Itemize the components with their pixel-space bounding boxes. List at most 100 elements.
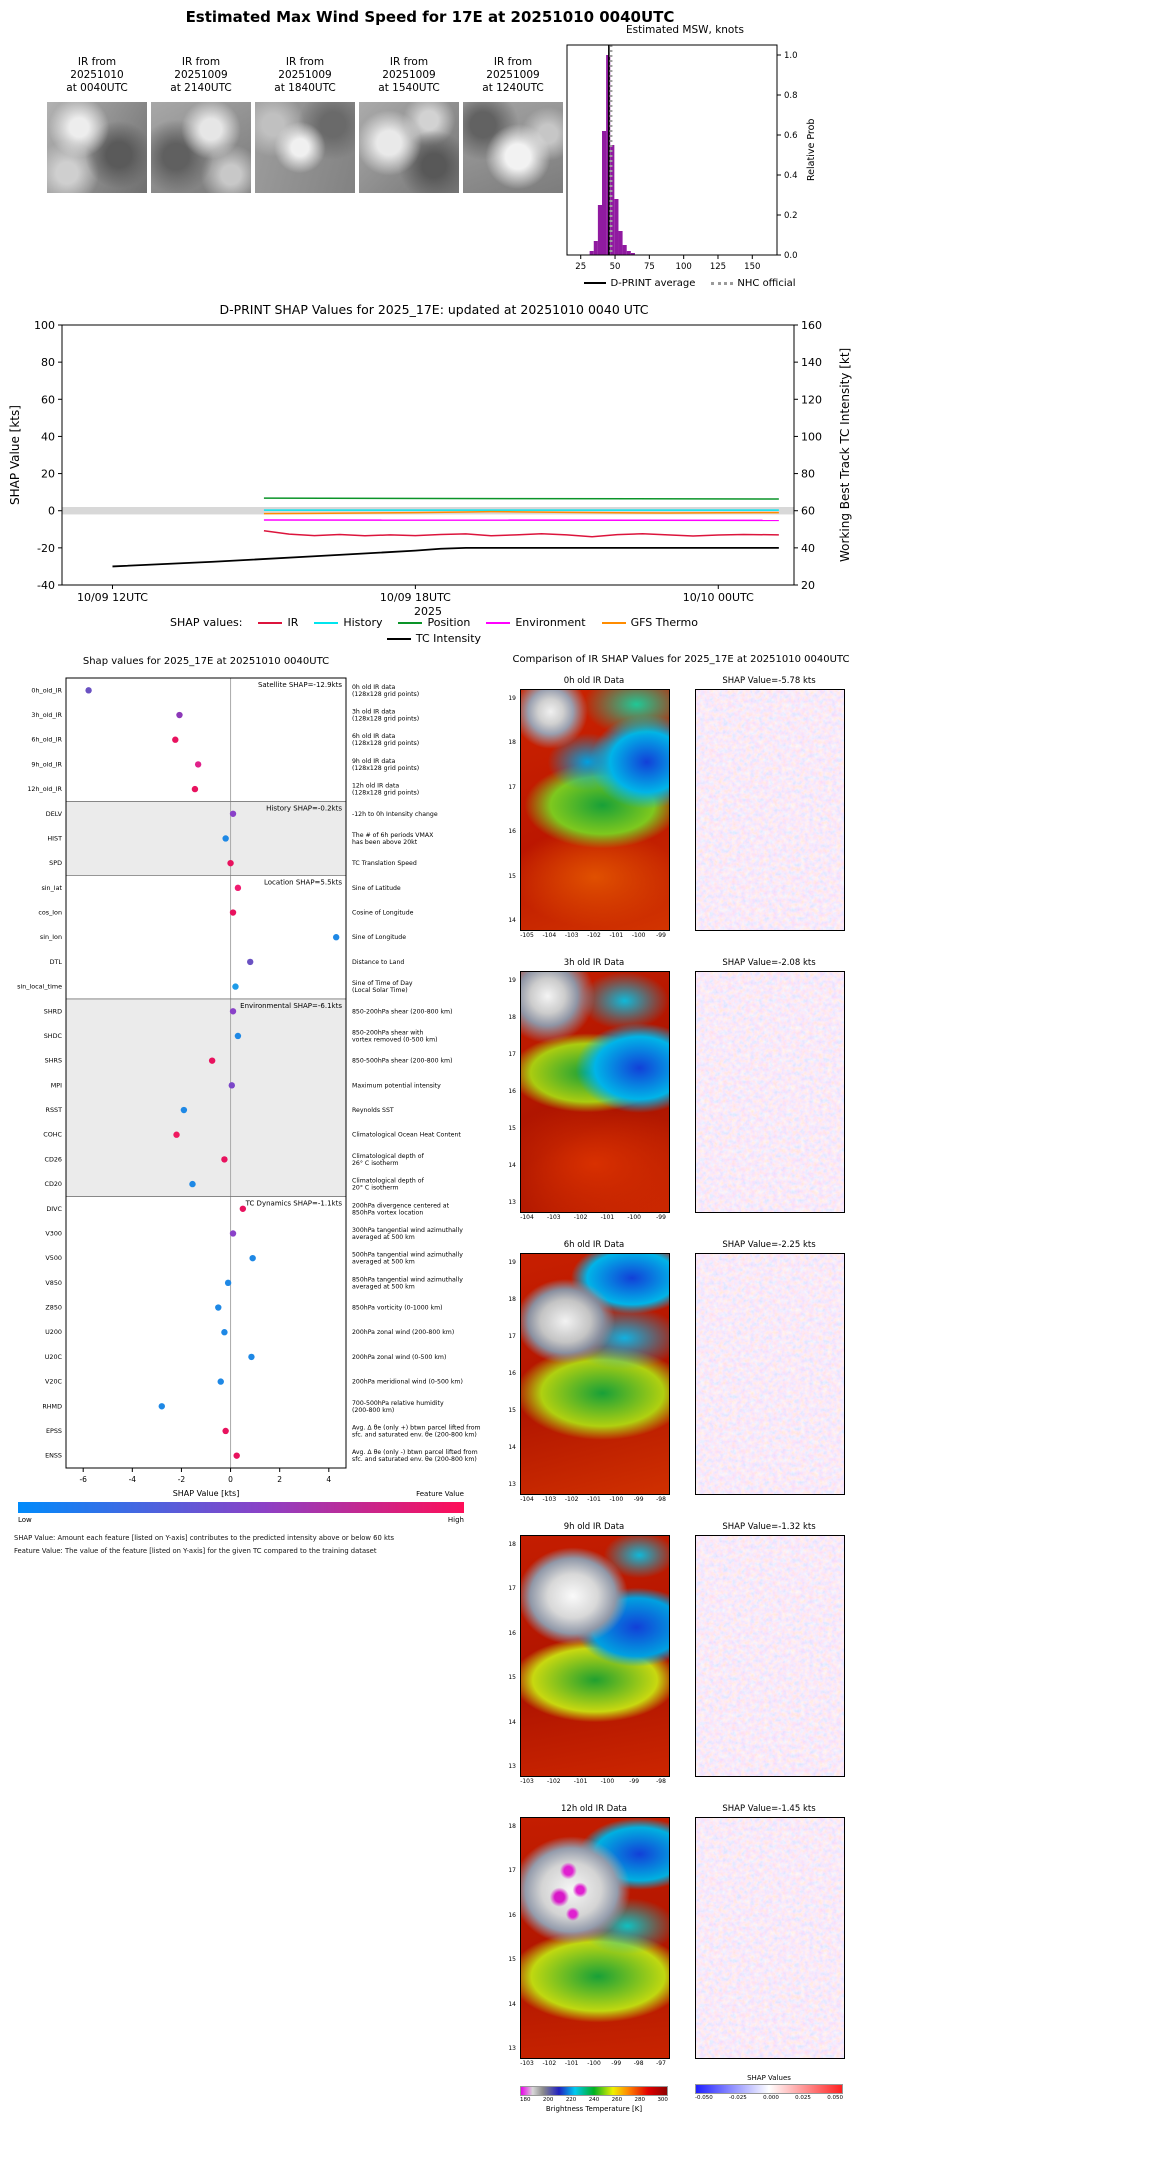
- feature-description: Climatological depth of: [352, 1153, 425, 1160]
- shap-noise-texture: [696, 1818, 844, 2058]
- shap-dot: [191, 785, 199, 793]
- feature-label: DTL: [50, 958, 63, 966]
- lat-tick-label: 16: [508, 1911, 516, 1919]
- shap-dot: [221, 1329, 228, 1336]
- shap-dot: [173, 1131, 180, 1138]
- group-shap-label: History SHAP=-0.2kts: [266, 804, 342, 812]
- colorbar-tick-label: -0.050: [695, 2095, 713, 2101]
- shap-dot: [215, 1304, 222, 1311]
- feature-description: 26° C isotherm: [352, 1159, 399, 1167]
- shap-dot: [158, 1403, 165, 1410]
- line-swatch: [386, 638, 411, 640]
- y-tick-label: 0.6: [784, 131, 798, 141]
- lat-tick-label: 17: [508, 1585, 516, 1593]
- shap-dot: [229, 909, 237, 916]
- shap-noise-texture: [696, 972, 844, 1212]
- lat-tick-label: 15: [508, 1674, 516, 1682]
- shap-noise-texture: [696, 1536, 844, 1776]
- left-y-tick-label: -40: [37, 579, 55, 592]
- shap-dot: [222, 835, 229, 842]
- left-y-tick-label: 0: [48, 505, 55, 518]
- ir-map-image: [520, 1535, 670, 1777]
- lon-tick-label: -102: [564, 1496, 579, 1503]
- x-tick-label: 150: [744, 262, 760, 272]
- feature-label: RHMD: [42, 1402, 62, 1410]
- right-y-tick-label: 120: [801, 393, 822, 406]
- feature-label: sin_lat: [41, 884, 62, 892]
- ir-thumbnail: IR from 20251009 at 1240UTC: [462, 56, 564, 193]
- lon-tick-label: -104: [520, 1214, 534, 1221]
- feature-description: Distance to Land: [352, 959, 404, 966]
- x-tick-label: 10/09 12UTC: [77, 591, 148, 604]
- feature-label: 9h_old_IR: [31, 760, 62, 768]
- feature-description: (200-800 km): [352, 1407, 394, 1414]
- right-y-tick-label: 60: [801, 505, 815, 518]
- lat-tick-label: 17: [508, 1867, 516, 1875]
- lon-tick-label: -101: [600, 1214, 615, 1221]
- x-tick-label: 2: [277, 1475, 282, 1484]
- colorbar-tick-label: 0.000: [763, 2095, 779, 2101]
- feature-description: TC Translation Speed: [351, 860, 417, 867]
- x-tick-label: 100: [676, 262, 692, 272]
- timeseries-left-ylabel: SHAP Value [kts]: [8, 405, 22, 505]
- feature-label: CD26: [44, 1155, 62, 1163]
- lat-tick-label: 14: [508, 1718, 516, 1726]
- left-y-tick-label: 100: [34, 319, 55, 332]
- shap-noise-texture: [696, 690, 844, 930]
- label-line: at 2140UTC: [170, 82, 232, 94]
- feature-description: 200hPa zonal wind (200-800 km): [352, 1329, 454, 1336]
- feature-label: DIVC: [46, 1205, 62, 1213]
- histogram-bar: [602, 131, 607, 255]
- feature-label: EPSS: [46, 1427, 62, 1435]
- lon-tick-label: -102: [542, 2060, 557, 2067]
- colorbar-low-label: Low: [18, 1516, 32, 1524]
- histogram-bar: [630, 253, 635, 255]
- feature-label: V300: [45, 1229, 62, 1237]
- dotted-line-swatch: [711, 281, 734, 285]
- noise-rect: [696, 1536, 844, 1776]
- feature-description: sfc. and saturated env. θe (200-800 km): [352, 1456, 477, 1463]
- feature-label: SHRS: [45, 1057, 62, 1065]
- right-y-tick-label: 20: [801, 579, 815, 592]
- ir-thumbnail-image: [463, 102, 563, 193]
- ir-thumbnail-image: [47, 102, 147, 193]
- x-tick-label: 125: [710, 262, 726, 272]
- ir-thumbnail-label: IR from 20251009 at 2140UTC: [150, 56, 252, 96]
- legend-label: Environment: [515, 616, 586, 629]
- feature-label: sin_local_time: [17, 983, 62, 991]
- legend-item-nhc-official: NHC official: [711, 278, 796, 289]
- histogram-title: Estimated MSW, knots: [626, 24, 744, 36]
- group-shap-label: Satellite SHAP=-12.9kts: [258, 681, 342, 689]
- shap-map-image: [695, 1817, 845, 2059]
- legend-item-position: Position: [398, 616, 470, 629]
- lon-tick-label: -101: [587, 1496, 601, 1503]
- ir-thumbnail-image: [255, 102, 355, 193]
- feature-value-colorbar: [18, 1502, 464, 1513]
- series-gfs-thermo: [263, 510, 779, 515]
- shap-map-image: [695, 689, 845, 931]
- lat-tick-label: 18: [508, 1296, 516, 1303]
- lon-tick-label: -102: [587, 932, 601, 939]
- lon-tick-label: -98: [656, 1496, 666, 1503]
- shap-map-image: [695, 971, 845, 1213]
- label-line: IR from: [389, 56, 429, 68]
- shap-panel-title: SHAP Value=-2.25 kts: [722, 1240, 816, 1250]
- feature-description: 0h old IR data: [352, 684, 395, 691]
- colorbar-tick-label: 0.050: [827, 2095, 843, 2101]
- noise-rect: [696, 1818, 844, 2058]
- feature-description: -12h to 0h Intensity change: [352, 811, 438, 818]
- shap-noise-texture: [696, 1254, 844, 1494]
- lon-tick-label: -101: [609, 932, 624, 939]
- colorbar-tick-label: 280: [634, 2097, 646, 2103]
- feature-description: Avg. Δ θe (only +) btwn parcel lifted fr…: [352, 1424, 481, 1431]
- feature-description: Cosine of Longitude: [352, 910, 414, 917]
- ir-panel-title: 9h old IR Data: [563, 1522, 625, 1532]
- lon-tick-label: -99: [611, 2060, 622, 2067]
- lat-tick-label: 13: [508, 1481, 516, 1488]
- solid-line-swatch: [584, 282, 607, 284]
- x-tick-label: 10/10 00UTC: [683, 591, 754, 604]
- shap-dot: [234, 1032, 242, 1040]
- feature-label: sin_lon: [40, 933, 62, 941]
- right-y-tick-label: 100: [801, 430, 822, 443]
- feature-label: SHDC: [44, 1032, 63, 1040]
